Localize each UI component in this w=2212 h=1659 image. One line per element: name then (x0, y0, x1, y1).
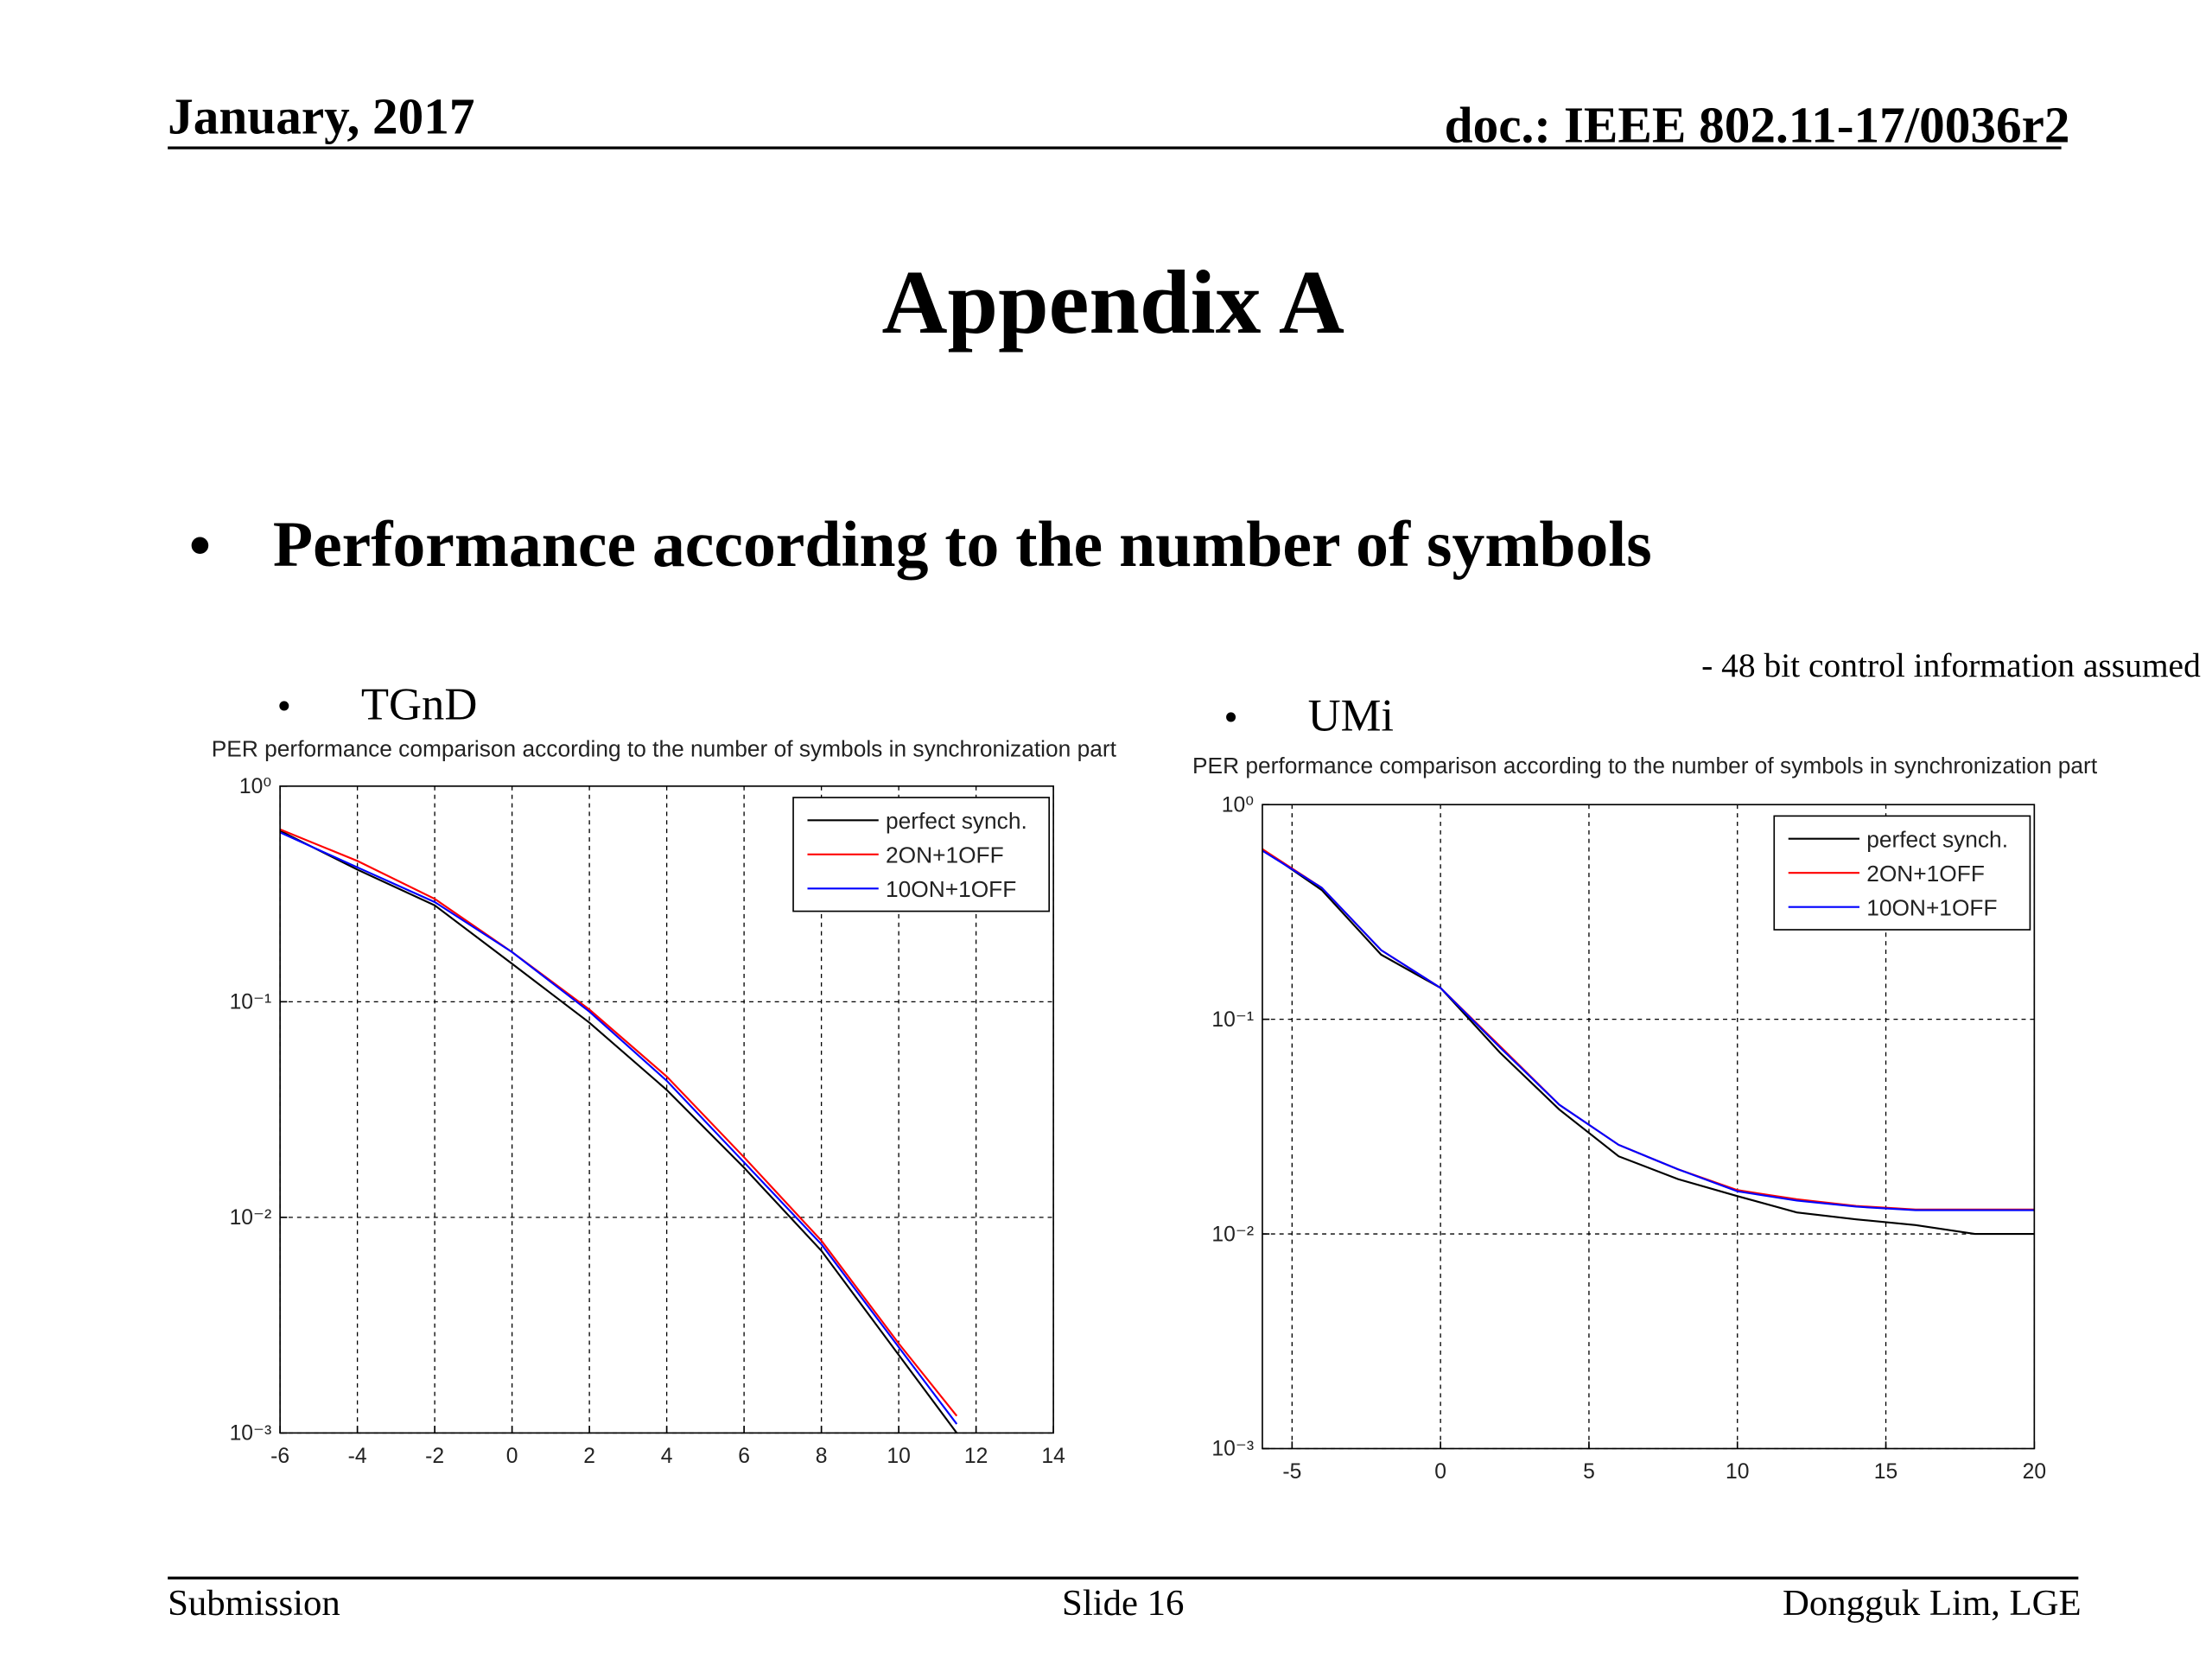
y-tick-label: 10⁻³ (1211, 1438, 1254, 1461)
x-tick-label: 14 (1041, 1445, 1065, 1468)
x-tick-label: 20 (2023, 1460, 2046, 1484)
x-tick-label: 0 (1434, 1460, 1446, 1484)
legend-label: perfect synch. (886, 808, 1027, 834)
header-date: January, 2017 (168, 88, 474, 145)
x-tick-label: 10 (887, 1445, 910, 1468)
y-tick-label: 10⁻² (1211, 1223, 1254, 1246)
legend-box (792, 797, 1051, 912)
sub-bullet: • (277, 683, 291, 728)
legend-label: perfect synch. (1866, 827, 2008, 853)
x-tick-label: -5 (1282, 1460, 1301, 1484)
x-tick-label: 6 (738, 1445, 750, 1468)
chart-heading: TGnD (361, 679, 477, 729)
series-line (1262, 849, 2035, 1211)
sub-bullet: • (1224, 696, 1238, 740)
series-line (280, 828, 958, 1417)
y-tick-label: 10⁻¹ (230, 991, 272, 1014)
plot-frame (1262, 804, 2036, 1450)
legend-label: 2ON+1OFF (886, 842, 1004, 868)
y-tick-label: 10⁰ (239, 775, 271, 798)
legend-label: 10ON+1OFF (1866, 895, 1997, 921)
y-tick-label: 10⁻¹ (1211, 1008, 1254, 1032)
plot-frame (279, 785, 1054, 1434)
chart-title: PER performance comparison according to … (212, 735, 1117, 761)
x-tick-label: 4 (661, 1445, 673, 1468)
x-tick-label: 12 (964, 1445, 988, 1468)
series-line (1262, 848, 2035, 1236)
y-tick-label: 10⁻² (230, 1206, 272, 1230)
series-line (280, 830, 958, 1433)
y-tick-label: 10⁰ (1222, 793, 1254, 817)
series-line (280, 831, 958, 1425)
x-tick-label: 15 (1874, 1460, 1897, 1484)
x-tick-label: 2 (583, 1445, 595, 1468)
bullet-symbol: • (189, 510, 211, 580)
legend-label: 10ON+1OFF (886, 876, 1016, 902)
y-tick-label: 10⁻³ (230, 1422, 272, 1446)
chart-heading: UMi (1308, 691, 1394, 741)
chart-title: PER performance comparison according to … (1192, 753, 2098, 779)
x-tick-label: 5 (1583, 1460, 1595, 1484)
x-tick-label: 10 (1726, 1460, 1749, 1484)
slide-title: Appendix A (882, 251, 1344, 353)
footer-center: Slide 16 (1062, 1583, 1184, 1624)
bullet-text: Performance according to the number of s… (273, 509, 1652, 581)
legend-label: 2ON+1OFF (1866, 861, 1985, 887)
x-tick-label: 8 (816, 1445, 828, 1468)
x-tick-label: -6 (270, 1445, 289, 1468)
x-tick-label: 0 (506, 1445, 518, 1468)
x-tick-label: -4 (348, 1445, 367, 1468)
footer-right: Dongguk Lim, LGE (1783, 1583, 2082, 1624)
note: - 48 bit control information assumed (1701, 646, 2201, 684)
footer-left: Submission (168, 1583, 340, 1624)
header-doc: doc.: IEEE 802.11-17/0036r2 (1445, 97, 2070, 154)
x-tick-label: -2 (425, 1445, 444, 1468)
